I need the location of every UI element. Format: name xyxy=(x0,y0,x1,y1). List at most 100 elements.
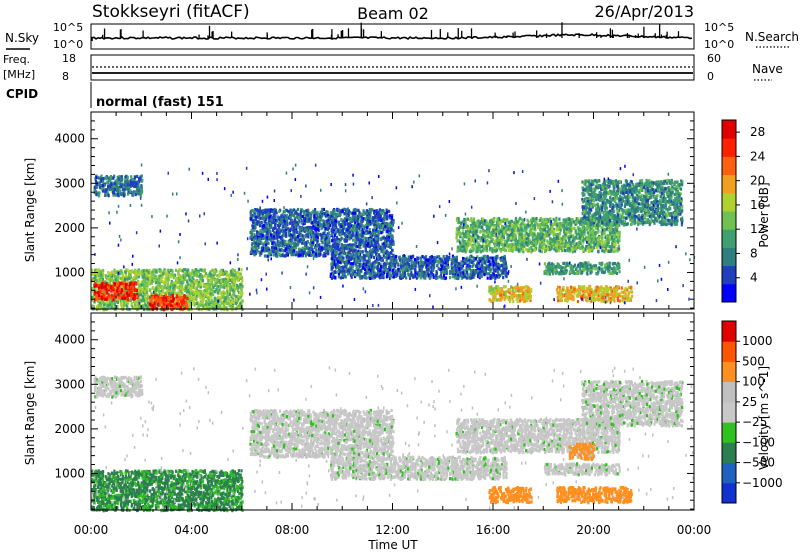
data-cell xyxy=(164,299,166,302)
data-cell xyxy=(288,231,290,234)
data-cell xyxy=(415,265,417,268)
data-cell xyxy=(378,245,380,248)
data-cell xyxy=(272,250,274,253)
data-cell xyxy=(324,227,326,230)
data-cell xyxy=(233,274,235,277)
data-cell xyxy=(134,288,136,291)
data-cell xyxy=(323,235,325,238)
data-cell xyxy=(331,233,333,236)
data-cell xyxy=(341,229,343,232)
data-cell xyxy=(343,232,345,235)
data-cell xyxy=(146,305,148,308)
data-cell xyxy=(211,276,213,279)
noise-sky-label: N.Sky xyxy=(5,31,39,45)
data-cell xyxy=(173,281,175,284)
data-cell xyxy=(298,239,300,242)
data-cell xyxy=(176,302,178,305)
data-cell xyxy=(210,292,212,295)
data-cell xyxy=(336,252,338,255)
data-cell xyxy=(363,213,365,216)
data-cell xyxy=(376,209,378,212)
data-cell xyxy=(361,239,363,242)
freq-label: Freq. xyxy=(3,53,30,66)
data-cell xyxy=(262,217,264,220)
data-cell xyxy=(258,238,260,241)
data-cell xyxy=(350,249,352,252)
data-cell xyxy=(349,218,351,221)
data-cell xyxy=(167,297,169,300)
data-cell xyxy=(340,219,342,222)
data-cell xyxy=(318,254,320,257)
data-cell xyxy=(147,301,149,304)
data-cell xyxy=(157,287,159,290)
data-cell xyxy=(293,235,295,238)
data-cell xyxy=(357,238,359,241)
data-cell xyxy=(390,245,392,248)
data-cell xyxy=(273,235,275,238)
data-cell xyxy=(332,249,334,252)
data-cell xyxy=(271,242,273,245)
data-cell xyxy=(280,237,282,240)
data-cell xyxy=(284,242,286,245)
data-cell xyxy=(217,285,219,288)
nave-tick-top: 60 xyxy=(707,52,721,65)
data-cell xyxy=(129,183,131,186)
data-cell xyxy=(143,269,145,272)
data-cell xyxy=(297,208,299,211)
data-cell xyxy=(334,276,336,279)
data-cell xyxy=(129,190,131,193)
data-cell xyxy=(304,252,306,255)
data-cell xyxy=(486,272,488,275)
data-cell xyxy=(365,237,367,240)
data-cell xyxy=(344,239,346,242)
data-cell xyxy=(106,181,108,184)
data-cell xyxy=(117,301,119,304)
data-cell xyxy=(270,239,272,242)
data-cell xyxy=(255,237,257,240)
data-cell xyxy=(313,215,315,218)
data-cell xyxy=(235,295,237,298)
data-cell xyxy=(103,177,105,180)
data-cell xyxy=(336,243,338,246)
noise-tick-top-right: 10^5 xyxy=(704,21,734,34)
data-cell xyxy=(377,225,379,228)
data-cell xyxy=(230,270,232,273)
data-cell xyxy=(369,241,371,244)
data-cell xyxy=(226,274,228,277)
data-cell xyxy=(119,190,121,193)
data-cell xyxy=(128,274,130,277)
data-cell xyxy=(313,238,315,241)
data-cell xyxy=(334,239,336,242)
data-cell xyxy=(189,279,191,282)
data-cell xyxy=(188,275,190,278)
data-cell xyxy=(126,277,128,280)
data-cell xyxy=(271,210,273,213)
data-cell xyxy=(95,298,97,301)
data-cell xyxy=(121,185,123,188)
data-cell xyxy=(386,230,388,233)
data-cell xyxy=(155,297,157,300)
data-cell xyxy=(105,176,107,179)
data-cell xyxy=(153,270,155,273)
data-cell xyxy=(339,213,341,216)
data-cell xyxy=(199,268,201,271)
data-cell xyxy=(121,289,123,292)
data-cell xyxy=(130,287,132,290)
data-cell xyxy=(145,287,147,290)
data-cell xyxy=(268,219,270,222)
data-cell xyxy=(274,210,276,213)
data-cell xyxy=(208,303,210,306)
data-cell xyxy=(305,235,307,238)
data-cell xyxy=(251,238,253,241)
data-cell xyxy=(114,283,116,286)
data-cell xyxy=(298,254,300,257)
data-cell xyxy=(233,279,235,282)
data-cell xyxy=(124,181,126,184)
data-cell xyxy=(180,281,182,284)
data-cell xyxy=(181,296,183,299)
data-cell xyxy=(294,238,296,241)
data-cell xyxy=(185,287,187,290)
data-cell xyxy=(253,253,255,256)
data-cell xyxy=(106,301,108,304)
